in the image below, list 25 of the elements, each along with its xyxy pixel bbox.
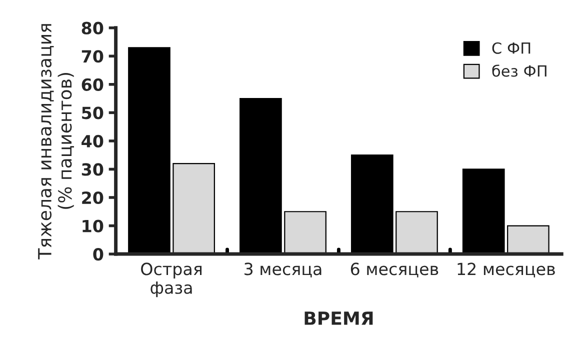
bar [240, 98, 282, 254]
y-tick-label: 40 [82, 134, 104, 148]
bar [350, 154, 394, 254]
y-tick-label: 70 [82, 50, 104, 63]
y-tick-label: 60 [82, 78, 104, 91]
y-tick-label: 50 [82, 106, 104, 120]
y-tick-label: 0 [93, 248, 104, 261]
bar [128, 47, 170, 254]
y-tick-label: 80 [82, 22, 104, 34]
bar [172, 163, 215, 254]
x-axis-title: ВРЕМЯ [304, 312, 373, 325]
legend-label: без ФП [492, 64, 546, 77]
y-tick-label: 10 [82, 220, 104, 232]
bar [462, 168, 505, 254]
x-tick-label: 6 месяцев [350, 262, 438, 278]
x-tick-label: 12 месяцев [458, 262, 555, 278]
y-axis-title: Тяжелая инвалидизация (% пациентов) [38, 24, 74, 260]
y-tick-label: 30 [82, 163, 104, 176]
x-tick-label: 3 месяца [244, 262, 322, 278]
x-tick-label: Острая фаза [141, 262, 202, 298]
bar [396, 211, 438, 254]
bar [284, 211, 326, 254]
legend-label: С ФП [492, 42, 530, 54]
y-tick-label: 20 [82, 191, 104, 204]
bar [507, 225, 550, 254]
